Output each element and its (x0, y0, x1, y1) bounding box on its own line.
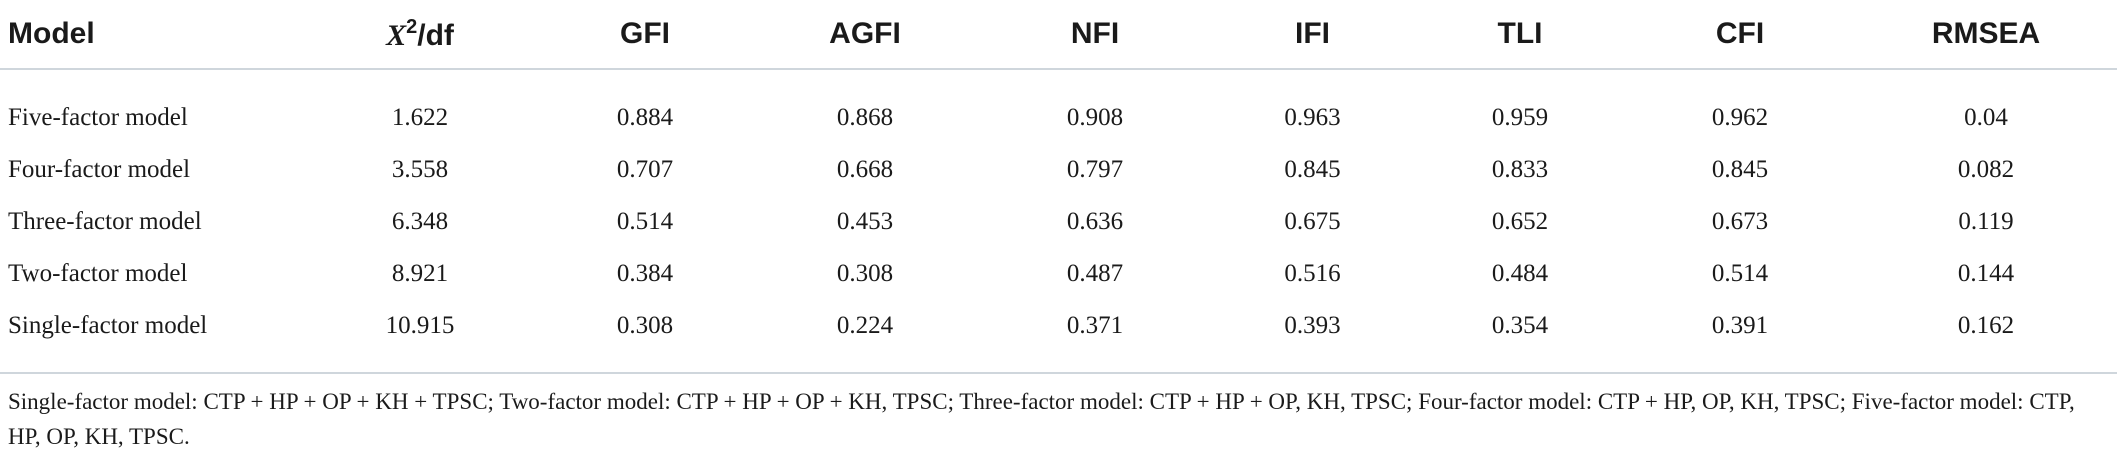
cell-model: Single-factor model (8, 312, 208, 339)
header-chi-df: /df (417, 18, 454, 52)
header-chi-superscript: 2 (406, 15, 418, 38)
cell-tli: 0.652 (1491, 208, 1549, 235)
cell-agfi: 0.668 (836, 156, 894, 183)
header-row: Model X2/df GFI AGFI NFI IFI TLI CFI RMS… (0, 0, 2117, 70)
table-row: Single-factor model 10.915 0.308 0.224 0… (0, 300, 2117, 364)
header-nfi: NFI (980, 0, 1210, 70)
table-header: Model X2/df GFI AGFI NFI IFI TLI CFI RMS… (0, 0, 2117, 70)
cell-agfi: 0.453 (836, 208, 894, 235)
cell-nfi: 0.371 (1066, 312, 1124, 339)
cell-tli: 0.959 (1491, 104, 1549, 131)
cell-gfi: 0.514 (616, 208, 674, 235)
cell-nfi: 0.487 (1066, 260, 1124, 287)
table-row: Two-factor model 8.921 0.384 0.308 0.487… (0, 248, 2117, 300)
cell-cfi: 0.845 (1711, 156, 1769, 183)
cell-ifi: 0.963 (1284, 104, 1341, 131)
cell-ifi: 0.675 (1284, 208, 1341, 235)
header-model: Model (0, 0, 300, 70)
cell-agfi: 0.224 (836, 312, 894, 339)
cell-gfi: 0.384 (616, 260, 674, 287)
header-chi-square-df: X2/df (300, 0, 540, 70)
cell-chi-square-df: 1.622 (391, 104, 449, 131)
table-row: Four-factor model 3.558 0.707 0.668 0.79… (0, 144, 2117, 196)
cell-agfi: 0.308 (836, 260, 894, 287)
cell-ifi: 0.393 (1284, 312, 1341, 339)
header-gfi: GFI (540, 0, 750, 70)
table-footnote: Single-factor model: CTP + HP + OP + KH … (8, 389, 2075, 449)
cell-chi-square-df: 8.921 (391, 260, 449, 287)
header-rmsea: RMSEA (1855, 0, 2117, 70)
cell-ifi: 0.845 (1284, 156, 1341, 183)
header-tli: TLI (1415, 0, 1625, 70)
table-bottom-rule (0, 372, 2117, 374)
cell-rmsea: 0.162 (1957, 312, 2015, 339)
header-agfi: AGFI (750, 0, 980, 70)
table-row: Five-factor model 1.622 0.884 0.868 0.90… (0, 69, 2117, 144)
table-body: Five-factor model 1.622 0.884 0.868 0.90… (0, 69, 2117, 364)
cell-nfi: 0.797 (1066, 156, 1124, 183)
cell-cfi: 0.391 (1711, 312, 1769, 339)
cell-gfi: 0.884 (616, 104, 674, 131)
cell-gfi: 0.707 (616, 156, 674, 183)
model-fit-table: Model X2/df GFI AGFI NFI IFI TLI CFI RMS… (0, 0, 2117, 364)
cell-cfi: 0.673 (1711, 208, 1769, 235)
cell-model: Two-factor model (8, 260, 188, 287)
cell-cfi: 0.514 (1711, 260, 1769, 287)
header-cfi: CFI (1625, 0, 1855, 70)
cell-model: Four-factor model (8, 156, 191, 183)
cell-tli: 0.484 (1491, 260, 1549, 287)
cell-chi-square-df: 3.558 (391, 156, 449, 183)
header-chi-symbol: X (386, 18, 407, 52)
cell-rmsea: 0.04 (1964, 104, 2008, 131)
cell-gfi: 0.308 (616, 312, 674, 339)
cell-tli: 0.354 (1491, 312, 1549, 339)
cell-tli: 0.833 (1491, 156, 1549, 183)
cell-cfi: 0.962 (1711, 104, 1769, 131)
cell-nfi: 0.908 (1066, 104, 1124, 131)
cell-ifi: 0.516 (1284, 260, 1341, 287)
cell-chi-square-df: 6.348 (391, 208, 449, 235)
cell-model: Three-factor model (8, 208, 202, 235)
table-row: Three-factor model 6.348 0.514 0.453 0.6… (0, 196, 2117, 248)
cell-chi-square-df: 10.915 (385, 312, 455, 339)
header-ifi: IFI (1210, 0, 1415, 70)
cell-rmsea: 0.119 (1958, 208, 2014, 235)
cell-rmsea: 0.144 (1957, 260, 2015, 287)
cell-model: Five-factor model (8, 104, 188, 131)
cell-rmsea: 0.082 (1957, 156, 2015, 183)
cell-agfi: 0.868 (836, 104, 894, 131)
cell-nfi: 0.636 (1066, 208, 1124, 235)
